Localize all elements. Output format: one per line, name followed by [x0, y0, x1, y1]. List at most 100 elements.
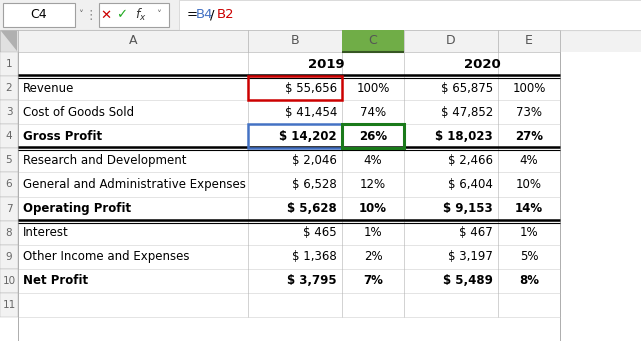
Text: Other Income and Expenses: Other Income and Expenses [23, 250, 190, 263]
Text: Gross Profit: Gross Profit [23, 130, 102, 143]
Text: 5%: 5% [520, 250, 538, 263]
Text: 10: 10 [3, 276, 15, 286]
Bar [0, 196, 641, 221]
Bar [0, 30, 18, 52]
Text: ⋮: ⋮ [85, 9, 97, 21]
Text: 100%: 100% [356, 81, 390, 94]
Bar [0, 30, 641, 52]
Bar [3, 3, 75, 27]
Text: 11: 11 [3, 300, 15, 310]
Text: 26%: 26% [359, 130, 387, 143]
Bar [0, 100, 641, 124]
Bar [0, 124, 641, 148]
Bar [0, 148, 641, 173]
Bar [342, 124, 404, 148]
Text: ˅: ˅ [78, 10, 83, 20]
Text: General and Administrative Expenses: General and Administrative Expenses [23, 178, 246, 191]
Text: 2019: 2019 [308, 58, 344, 71]
Text: /: / [210, 9, 215, 21]
Text: 4%: 4% [363, 154, 382, 167]
Text: E: E [525, 34, 533, 47]
Text: 1%: 1% [363, 226, 382, 239]
Text: $ 55,656: $ 55,656 [285, 81, 337, 94]
Text: $f_x$: $f_x$ [135, 7, 147, 23]
Text: 3: 3 [6, 107, 12, 117]
Bar [0, 293, 18, 317]
Text: ✕: ✕ [101, 9, 112, 21]
Bar [0, 0, 641, 30]
Text: $ 6,404: $ 6,404 [448, 178, 493, 191]
Bar [248, 124, 342, 148]
Bar [0, 173, 18, 196]
Text: 6: 6 [6, 179, 12, 190]
Text: ˅: ˅ [156, 10, 161, 20]
Text: 2: 2 [6, 83, 12, 93]
Text: 100%: 100% [512, 81, 545, 94]
Bar [498, 30, 560, 52]
Text: 1%: 1% [520, 226, 538, 239]
Text: D: D [446, 34, 456, 47]
Bar [0, 148, 18, 173]
Bar [0, 293, 641, 317]
Text: Net Profit: Net Profit [23, 274, 88, 287]
Text: 8: 8 [6, 228, 12, 238]
Text: 27%: 27% [515, 130, 543, 143]
Text: $ 3,197: $ 3,197 [448, 250, 493, 263]
Text: $ 5,489: $ 5,489 [443, 274, 493, 287]
Text: C4: C4 [31, 9, 47, 21]
Text: ✓: ✓ [117, 9, 128, 21]
Text: $ 2,046: $ 2,046 [292, 154, 337, 167]
Text: 73%: 73% [516, 106, 542, 119]
Bar [0, 76, 18, 100]
Text: B2: B2 [217, 9, 235, 21]
Text: 14%: 14% [515, 202, 543, 215]
Bar [0, 173, 641, 196]
Text: 74%: 74% [360, 106, 386, 119]
Bar [0, 244, 18, 269]
Bar [404, 30, 498, 52]
Text: $ 47,852: $ 47,852 [441, 106, 493, 119]
Text: Research and Development: Research and Development [23, 154, 187, 167]
Bar [0, 269, 641, 293]
Bar [342, 30, 404, 52]
Text: 4%: 4% [520, 154, 538, 167]
Text: C: C [369, 34, 378, 47]
Text: 7: 7 [6, 204, 12, 213]
Text: 4: 4 [6, 131, 12, 141]
Bar [0, 124, 18, 148]
Text: $ 5,628: $ 5,628 [287, 202, 337, 215]
Text: 2020: 2020 [463, 58, 501, 71]
Text: $ 1,368: $ 1,368 [292, 250, 337, 263]
Text: $ 465: $ 465 [303, 226, 337, 239]
Text: $ 9,153: $ 9,153 [444, 202, 493, 215]
Text: $ 3,795: $ 3,795 [287, 274, 337, 287]
Text: $ 467: $ 467 [459, 226, 493, 239]
Text: 2%: 2% [363, 250, 382, 263]
Text: 10%: 10% [516, 178, 542, 191]
Text: B4: B4 [196, 9, 213, 21]
Text: $ 2,466: $ 2,466 [448, 154, 493, 167]
Bar [0, 196, 18, 221]
Text: Cost of Goods Sold: Cost of Goods Sold [23, 106, 134, 119]
Polygon shape [1, 31, 17, 51]
Bar [0, 76, 641, 100]
Text: =: = [187, 9, 198, 21]
Text: $ 6,528: $ 6,528 [292, 178, 337, 191]
Bar [0, 269, 18, 293]
Bar [248, 76, 342, 100]
Bar [248, 30, 342, 52]
Text: 12%: 12% [360, 178, 386, 191]
Text: $ 41,454: $ 41,454 [285, 106, 337, 119]
Text: A: A [129, 34, 137, 47]
Text: Revenue: Revenue [23, 81, 74, 94]
Text: $ 14,202: $ 14,202 [279, 130, 337, 143]
Text: $ 65,875: $ 65,875 [441, 81, 493, 94]
Text: 10%: 10% [359, 202, 387, 215]
Text: B: B [290, 34, 299, 47]
Bar [0, 221, 18, 244]
Bar [0, 221, 641, 244]
Text: $ 18,023: $ 18,023 [435, 130, 493, 143]
Text: 5: 5 [6, 155, 12, 165]
Text: 9: 9 [6, 252, 12, 262]
Bar [18, 30, 248, 52]
